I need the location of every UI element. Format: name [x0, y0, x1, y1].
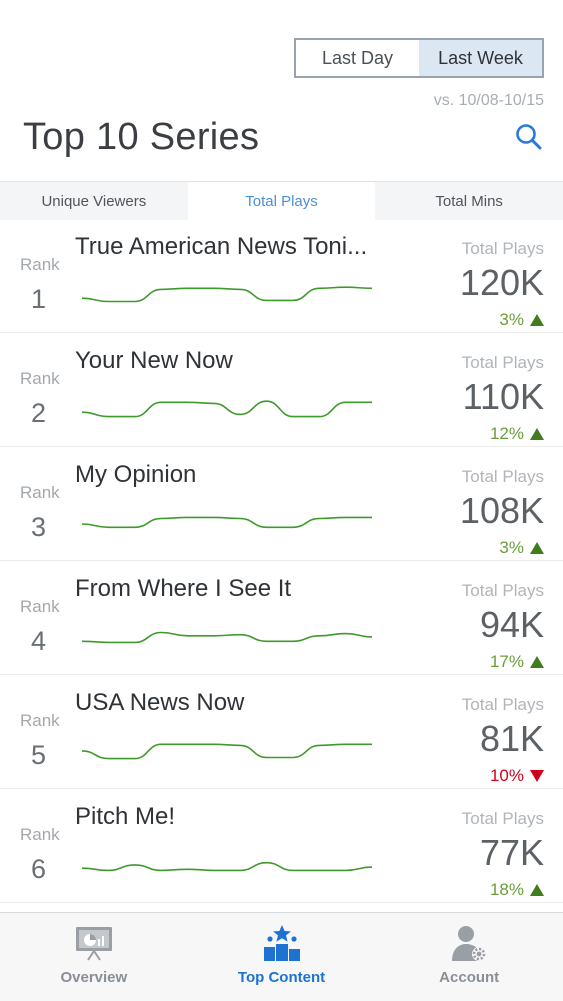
trend-sparkline — [81, 861, 373, 872]
nav-top-content[interactable]: Top Content — [188, 913, 376, 1001]
podium-star-icon — [263, 925, 300, 961]
rank-number: 6 — [31, 854, 47, 884]
metric-label: Total Plays — [461, 809, 544, 828]
rank-number: 1 — [31, 284, 47, 314]
period-last-day[interactable]: Last Day — [321, 47, 394, 68]
user-gear-icon — [452, 926, 487, 961]
trend-line — [81, 516, 372, 529]
metric-label: Total Plays — [461, 695, 544, 714]
tab-unique-viewers[interactable]: Unique Viewers — [41, 192, 147, 210]
metric-value: 81K — [479, 718, 544, 759]
nav-label: Overview — [60, 969, 128, 986]
rank-label: Rank — [20, 369, 60, 388]
trend-line — [81, 743, 372, 760]
trend-sparkline — [81, 286, 373, 303]
change-indicator: 3% — [499, 310, 544, 330]
change-indicator: 18% — [490, 880, 544, 900]
metric-value: 108K — [459, 490, 544, 531]
series-row[interactable]: Rank 4 From Where I See It Total Plays 9… — [0, 561, 563, 675]
rank-number: 2 — [31, 398, 47, 428]
series-row[interactable]: Rank 5 USA News Now Total Plays 81K 10% — [0, 675, 563, 789]
trend-line — [81, 400, 372, 418]
metric-value: 120K — [459, 262, 544, 303]
rank-label: Rank — [20, 825, 60, 844]
series-name: USA News Now — [75, 689, 245, 716]
change-percent: 17% — [489, 652, 524, 671]
series-row[interactable]: Rank 6 Pitch Me! Total Plays 77K 18% — [0, 789, 563, 903]
comparison-range: vs. 10/08-10/15 — [433, 92, 544, 109]
presentation-chart-icon — [75, 927, 112, 961]
arrow-up-icon — [530, 314, 544, 326]
nav-overview[interactable]: Overview — [0, 913, 188, 1001]
rank-number: 5 — [31, 740, 47, 770]
arrow-up-icon — [530, 656, 544, 668]
nav-account[interactable]: Account — [375, 913, 563, 1001]
change-indicator: 17% — [490, 652, 544, 672]
series-name: Pitch Me! — [75, 803, 176, 830]
series-name: My Opinion — [75, 461, 197, 488]
trend-sparkline — [81, 400, 372, 418]
trend-sparkline — [81, 631, 373, 644]
series-name: Your New Now — [75, 347, 233, 374]
rank-label: Rank — [20, 483, 60, 502]
trend-line — [81, 631, 373, 644]
metric-value: 77K — [479, 832, 544, 873]
series-row[interactable]: Rank 2 Your New Now Total Plays 110K 12% — [0, 333, 563, 447]
rank-label: Rank — [20, 711, 60, 730]
series-name: True American News Toni... — [75, 233, 368, 260]
series-name: From Where I See It — [75, 575, 292, 602]
change-percent: 12% — [489, 424, 524, 443]
trend-sparkline — [81, 743, 372, 760]
change-indicator: 3% — [499, 538, 544, 558]
metric-label: Total Plays — [461, 581, 544, 600]
arrow-up-icon — [530, 428, 544, 440]
bottom-tab-bar: Overview Top Content Account — [0, 912, 563, 1001]
change-percent: 18% — [489, 880, 524, 899]
change-percent: 3% — [499, 538, 524, 557]
rank-number: 3 — [31, 512, 47, 542]
trend-line — [81, 286, 373, 303]
search-icon[interactable] — [514, 122, 544, 152]
change-indicator: 12% — [490, 424, 544, 444]
series-list: Rank 1 True American News Toni... Total … — [0, 219, 563, 903]
period-last-week[interactable]: Last Week — [419, 40, 542, 76]
change-percent: 10% — [489, 766, 524, 785]
change-percent: 3% — [499, 310, 524, 329]
tab-total-plays[interactable]: Total Plays — [187, 182, 376, 220]
page-title: Top 10 Series — [23, 116, 260, 158]
arrow-up-icon — [530, 884, 544, 896]
nav-label: Account — [439, 969, 500, 986]
tab-total-mins[interactable]: Total Mins — [435, 192, 503, 210]
metric-label: Total Plays — [461, 353, 544, 372]
arrow-down-icon — [530, 770, 544, 782]
series-row[interactable]: Rank 1 True American News Toni... Total … — [0, 219, 563, 333]
trend-line — [81, 861, 373, 872]
nav-label: Top Content — [237, 969, 326, 986]
series-row[interactable]: Rank 3 My Opinion Total Plays 108K 3% — [0, 447, 563, 561]
arrow-up-icon — [530, 542, 544, 554]
rank-number: 4 — [31, 626, 47, 656]
rank-label: Rank — [20, 255, 60, 274]
rank-label: Rank — [20, 597, 60, 616]
metric-label: Total Plays — [461, 239, 544, 258]
change-indicator: 10% — [490, 766, 544, 786]
trend-sparkline — [81, 516, 372, 529]
metric-value: 110K — [462, 376, 544, 417]
metric-value: 94K — [479, 604, 544, 645]
metric-tabs: Unique Viewers Total Plays Total Mins — [0, 181, 563, 220]
metric-label: Total Plays — [461, 467, 544, 486]
period-toggle[interactable]: Last Day Last Week — [294, 38, 544, 78]
